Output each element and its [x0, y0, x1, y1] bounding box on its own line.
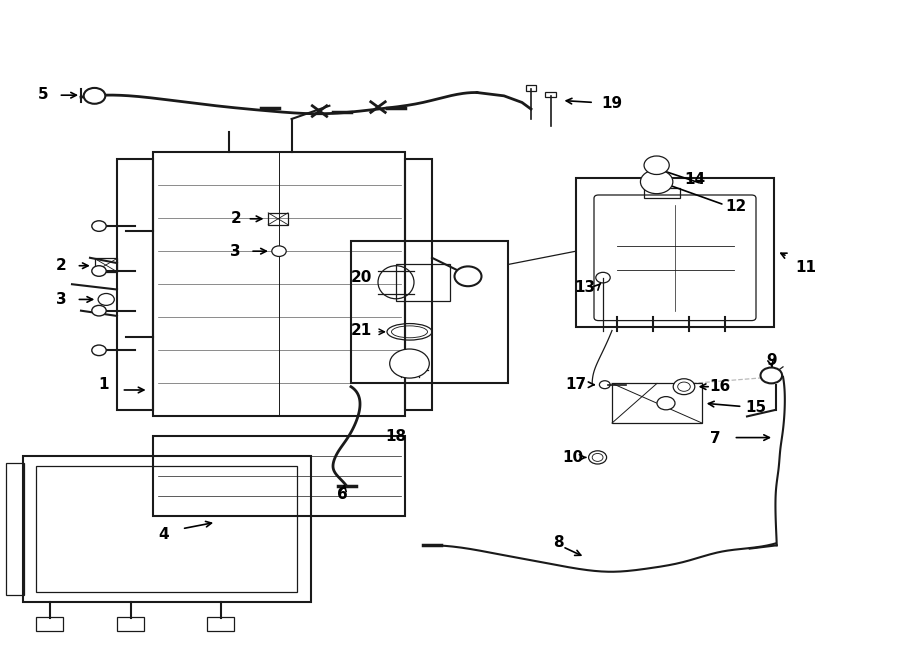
Bar	[36, 466, 297, 592]
Text: 15: 15	[745, 401, 767, 415]
Bar	[644, 188, 680, 198]
Circle shape	[92, 345, 106, 356]
Text: 2: 2	[56, 258, 67, 273]
Text: 3: 3	[230, 244, 241, 258]
Text: 21: 21	[351, 323, 373, 338]
Bar	[396, 264, 450, 301]
Bar	[94, 258, 117, 272]
Circle shape	[678, 382, 690, 391]
Bar	[545, 92, 556, 97]
Text: 8: 8	[553, 535, 563, 549]
Bar	[153, 436, 405, 516]
Text: 7: 7	[710, 432, 721, 446]
Text: 19: 19	[601, 97, 623, 111]
Circle shape	[592, 453, 603, 461]
Circle shape	[390, 349, 429, 378]
Bar	[576, 178, 774, 327]
Text: 5: 5	[38, 87, 49, 102]
Text: 12: 12	[725, 199, 747, 214]
Bar	[612, 383, 702, 423]
Text: 11: 11	[795, 260, 816, 275]
Text: 4: 4	[158, 527, 169, 541]
Text: 1: 1	[98, 377, 109, 392]
Text: 3: 3	[56, 292, 67, 307]
Bar	[6, 463, 24, 595]
Bar	[36, 617, 63, 631]
Bar	[207, 617, 234, 631]
Circle shape	[641, 170, 673, 194]
Text: 9: 9	[766, 353, 777, 368]
Bar	[405, 159, 432, 410]
Circle shape	[589, 451, 607, 464]
Bar	[117, 617, 144, 631]
Bar	[351, 241, 508, 383]
Circle shape	[272, 246, 286, 256]
Circle shape	[454, 266, 482, 286]
Circle shape	[644, 156, 670, 175]
Circle shape	[760, 368, 782, 383]
Circle shape	[673, 379, 695, 395]
Circle shape	[98, 293, 114, 305]
Text: 16: 16	[709, 379, 731, 394]
Text: 13: 13	[574, 280, 596, 295]
Text: 6: 6	[337, 487, 347, 502]
Bar	[117, 159, 153, 410]
Text: 20: 20	[351, 270, 373, 285]
Circle shape	[92, 221, 106, 231]
Bar	[22, 456, 310, 602]
Bar	[153, 152, 405, 416]
Bar	[268, 213, 288, 225]
Circle shape	[596, 272, 610, 283]
Text: 18: 18	[385, 429, 407, 444]
Bar	[526, 85, 536, 91]
Text: 2: 2	[230, 212, 241, 226]
Circle shape	[84, 88, 105, 104]
Text: 17: 17	[565, 377, 587, 392]
Circle shape	[657, 397, 675, 410]
Text: 14: 14	[684, 173, 706, 187]
Circle shape	[92, 266, 106, 276]
Circle shape	[92, 305, 106, 316]
Circle shape	[599, 381, 610, 389]
Text: 10: 10	[562, 450, 583, 465]
